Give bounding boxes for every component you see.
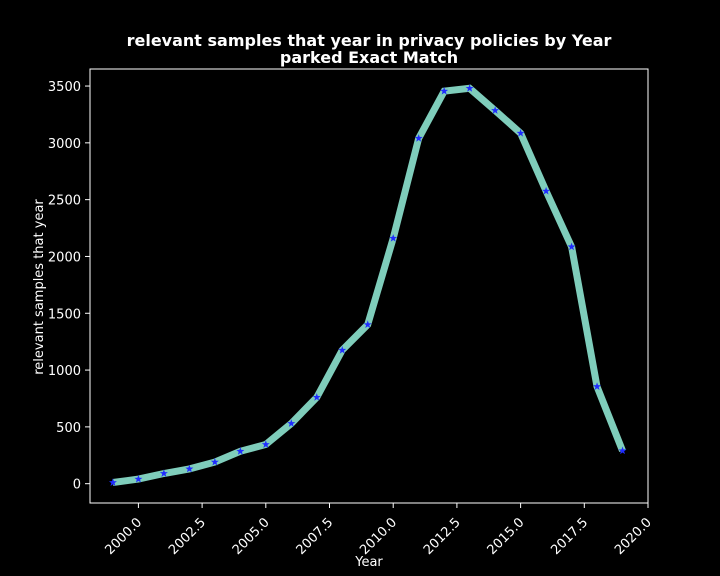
plot-area-frame — [89, 68, 649, 504]
data-point — [159, 469, 168, 477]
data-point — [567, 242, 576, 251]
y-tick-label: 3000 — [48, 137, 81, 152]
series-layer — [108, 84, 627, 486]
data-point — [414, 134, 423, 142]
y-tick-label: 2500 — [48, 194, 81, 209]
data-point — [134, 474, 143, 483]
data-point — [261, 440, 270, 448]
y-tick-label: 0 — [73, 478, 81, 493]
data-point — [338, 345, 347, 354]
y-axis-label: relevant samples that year — [32, 199, 47, 375]
y-tick-label: 500 — [56, 421, 81, 436]
data-point — [618, 446, 627, 455]
data-point — [593, 382, 602, 390]
data-point — [363, 320, 372, 329]
y-axis: 0 500 1000 1500 2000 2500 3000 3500 — [48, 80, 90, 493]
x-axis-label: Year — [354, 555, 383, 570]
data-point — [491, 106, 500, 114]
y-tick-label: 1000 — [48, 364, 81, 379]
data-point — [312, 393, 321, 401]
chart-subtitle: parked Exact Match — [280, 48, 458, 67]
y-tick-label: 3500 — [48, 80, 81, 95]
data-point — [210, 457, 219, 466]
data-point — [236, 447, 245, 455]
y-tick-label: 2000 — [48, 250, 81, 265]
chart-title: relevant samples that year in privacy po… — [127, 31, 612, 50]
data-point — [287, 419, 296, 427]
data-point — [389, 234, 398, 242]
data-point — [185, 464, 194, 473]
data-point — [465, 84, 474, 92]
data-point — [440, 86, 449, 95]
y-tick-label: 1500 — [48, 307, 81, 322]
data-point — [542, 186, 551, 195]
data-point — [108, 478, 117, 486]
data-point — [516, 128, 525, 137]
